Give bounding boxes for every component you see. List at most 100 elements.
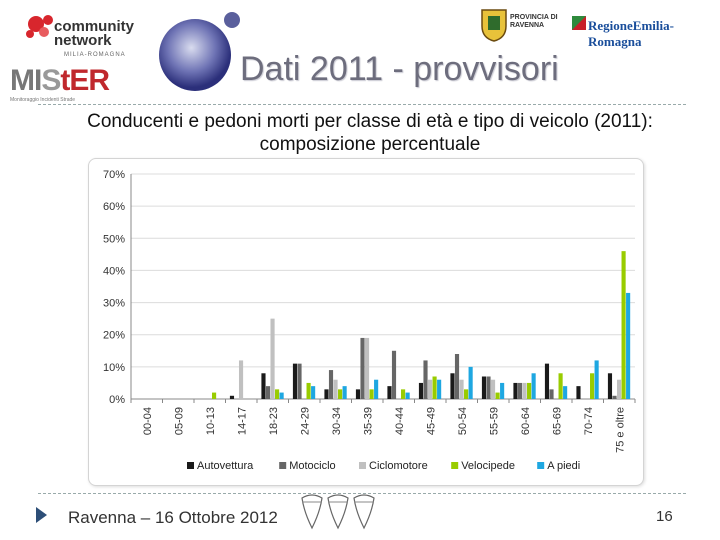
x-tick-label: 55-59 (488, 407, 500, 435)
bar (328, 370, 334, 399)
legend-label: A piedi (547, 460, 580, 472)
x-tick-label: 65-69 (551, 407, 563, 435)
footer-divider (38, 493, 686, 494)
triangle-bullet-icon (36, 507, 47, 523)
bar (212, 392, 217, 399)
bar (607, 373, 613, 399)
legend-swatch (187, 462, 194, 469)
page-number: 16 (656, 508, 673, 525)
legend-label: Autovettura (197, 460, 254, 472)
mister-prefix: MI (10, 64, 42, 97)
community-network-logo: community network MILIA-ROMAGNA (24, 14, 154, 84)
bar (405, 392, 410, 399)
legend-label: Motociclo (289, 460, 335, 472)
bar (544, 363, 550, 399)
bar (464, 389, 469, 399)
mister-suffix: ER (69, 64, 110, 97)
bar (324, 389, 329, 399)
legend-swatch (279, 462, 287, 469)
x-tick-label: 18-23 (268, 407, 280, 435)
community-dots-icon (26, 15, 53, 38)
x-tick-label: 00-04 (142, 407, 154, 435)
bar (563, 386, 568, 399)
bar (355, 389, 361, 399)
bar (459, 379, 464, 399)
bar (270, 318, 275, 399)
provincia-line-1: PROVINCIA DI (510, 14, 558, 21)
bar (401, 389, 406, 399)
y-tick-label: 70% (103, 169, 125, 181)
page-title: Dati 2011 - provvisori (240, 50, 559, 88)
bar (261, 373, 266, 399)
bar (423, 360, 428, 399)
bar (468, 366, 473, 399)
bar (437, 379, 442, 399)
bar (531, 373, 536, 399)
bar (265, 386, 271, 399)
bar (626, 292, 631, 399)
bar (297, 363, 302, 399)
bar (229, 395, 235, 399)
bar (391, 350, 397, 399)
x-tick-label: 14-17 (236, 407, 248, 435)
y-tick-label: 10% (103, 362, 125, 374)
bar (527, 382, 532, 399)
bar (338, 389, 343, 399)
bar (275, 389, 280, 399)
bar (238, 360, 244, 399)
legend-swatch (359, 462, 366, 469)
bar (612, 395, 617, 399)
mister-t: t (60, 64, 70, 97)
bar (432, 376, 437, 399)
y-tick-label: 60% (103, 201, 125, 213)
bar (364, 337, 370, 399)
y-tick-label: 30% (103, 298, 125, 310)
bar (427, 379, 433, 399)
y-tick-label: 40% (103, 265, 125, 277)
x-tick-label: 10-13 (205, 407, 217, 435)
header-divider (38, 104, 686, 105)
legend-swatch (451, 462, 459, 469)
bar (481, 376, 487, 399)
x-tick-label: 75 e oltre (614, 407, 626, 453)
x-tick-label: 60-64 (520, 407, 532, 435)
region-text: RegioneEmilia-Romagna (588, 18, 674, 49)
bar (576, 386, 581, 399)
bar (522, 382, 527, 399)
chart-frame: 0% 10% 20% 30% 40% 50% 60% 70% 00-04 05-09 10-13 14… (88, 158, 644, 486)
legend-swatch (537, 462, 545, 469)
bar (517, 382, 523, 399)
footer-text: Ravenna – 16 Ottobre 2012 (68, 508, 278, 527)
bar (418, 382, 424, 399)
y-tick-label: 50% (103, 233, 125, 245)
chart-subtitle: Conducenti e pedoni morti per classe di … (87, 111, 653, 155)
bar (621, 251, 626, 399)
mister-middle: S (41, 64, 61, 97)
bar (369, 389, 374, 399)
x-tick-label: 50-54 (457, 407, 469, 435)
region-logo-icon (572, 16, 586, 30)
bar-chart: 0% 10% 20% 30% 40% 50% 60% 70% 00-04 05-09 10-13 14… (103, 169, 636, 472)
bar (500, 382, 505, 399)
bar (387, 386, 392, 399)
bar (454, 354, 460, 399)
bar (374, 379, 379, 399)
legend-label: Ciclomotore (369, 460, 428, 472)
x-tick-label: 05-09 (173, 407, 185, 435)
bar (279, 392, 284, 399)
x-tick-label: 24-29 (299, 407, 311, 435)
bar (333, 379, 338, 399)
bar (616, 379, 622, 399)
y-tick-label: 20% (103, 330, 125, 342)
provincia-text: PROVINCIA DI RAVENNA (510, 14, 558, 30)
bar (360, 337, 365, 399)
bar (490, 379, 496, 399)
community-network-text: community network (54, 18, 135, 49)
decorative-sphere-icon (159, 12, 240, 91)
provincia-crest-icon (481, 9, 507, 42)
community-network-subtext: MILIA-ROMAGNA (64, 52, 126, 58)
x-tick-label: 35-39 (362, 407, 374, 435)
mister-subtext: Monitoraggio Incidenti Strade (10, 97, 76, 103)
bar (292, 363, 298, 399)
bar (590, 373, 595, 399)
